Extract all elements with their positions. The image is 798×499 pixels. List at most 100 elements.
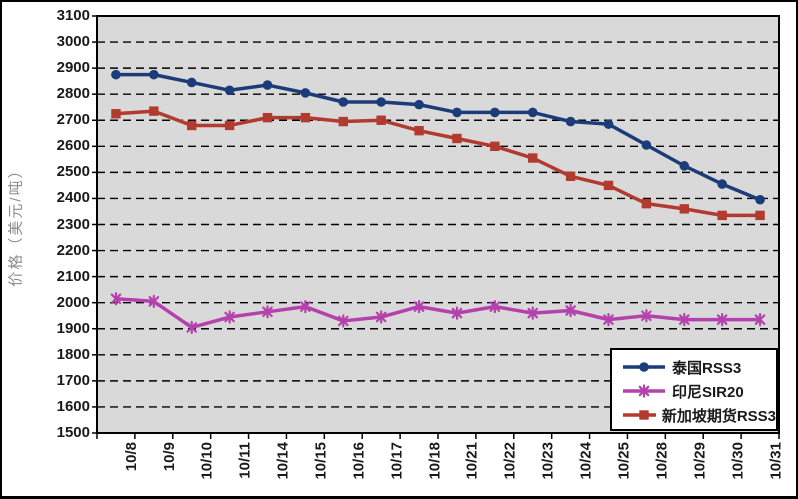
- singapore-futures-rss3-line: [115, 109, 761, 218]
- indonesia-sir20-marker: [110, 292, 122, 306]
- singapore-futures-rss3-marker: [376, 115, 386, 125]
- y-tick-label: 2500: [56, 163, 90, 181]
- x-tick-label: 10/25: [615, 442, 633, 480]
- singapore-futures-rss3-marker: [679, 204, 689, 214]
- thailand-rss3-marker: [149, 69, 159, 80]
- x-tick-label: 10/8: [122, 442, 140, 472]
- thailand-rss3-marker: [300, 88, 311, 98]
- indonesia-sir20-marker: [337, 314, 349, 328]
- legend-indonesia-sir20-sample: [623, 384, 665, 398]
- thailand-rss3-marker: [186, 77, 197, 88]
- thailand-rss3-marker: [111, 69, 121, 80]
- y-tick-label: 2800: [56, 85, 90, 103]
- thailand-rss3-marker: [224, 85, 235, 96]
- x-tick-label: 10/10: [198, 442, 216, 480]
- indonesia-sir20-marker: [565, 303, 576, 318]
- legend-label-singapore-futures-rss3: 新加坡期货RSS3: [661, 407, 776, 425]
- y-tick-label: 1700: [56, 371, 90, 389]
- indonesia-sir20-marker: [603, 313, 614, 327]
- y-tick-label: 1900: [56, 319, 90, 337]
- thailand-rss3-marker: [490, 107, 500, 118]
- singapore-futures-rss3-marker: [641, 198, 652, 209]
- x-tick-label: 10/16: [350, 442, 368, 480]
- legend-singapore-futures-rss3-sample: [623, 410, 656, 420]
- y-tick-label: 2000: [56, 293, 90, 311]
- indonesia-sir20-marker: [716, 313, 728, 327]
- indonesia-sir20-marker: [641, 309, 652, 323]
- y-tick-label: 1600: [56, 397, 90, 415]
- singapore-futures-rss3-marker: [338, 116, 348, 127]
- y-axis-title: 价格（美元/吨）: [7, 161, 25, 287]
- x-tick-label: 10/29: [691, 442, 709, 480]
- legend-item-singapore-futures-rss3: 新加坡期货RSS3: [622, 403, 776, 427]
- thailand-rss3-marker: [755, 194, 765, 205]
- legend-label-indonesia-sir20: 印尼SIR20: [672, 383, 744, 401]
- x-tick-label: 10/31: [767, 442, 785, 480]
- y-tick-label: 1500: [56, 424, 90, 441]
- indonesia-sir20-marker: [262, 305, 273, 319]
- thailand-rss3-line: [115, 72, 761, 202]
- indonesia-sir20-marker: [451, 306, 463, 320]
- x-tick-label: 10/30: [729, 442, 747, 480]
- x-tick-label: 10/15: [312, 442, 330, 480]
- thailand-rss3-marker: [452, 107, 462, 118]
- y-tick-label: 3100: [56, 7, 90, 24]
- singapore-futures-rss3-marker: [300, 112, 311, 123]
- indonesia-sir20-marker: [678, 313, 690, 327]
- thailand-rss3-marker: [717, 179, 727, 189]
- indonesia-sir20-marker: [148, 294, 160, 308]
- legend: 泰国RSS3 印尼SIR20 新加坡期货RSS3: [610, 348, 778, 431]
- y-tick-label: 2300: [56, 215, 90, 233]
- singapore-futures-rss3-marker: [452, 133, 462, 144]
- singapore-futures-rss3-marker: [414, 125, 424, 136]
- legend-thailand-rss3-sample: [623, 362, 665, 372]
- legend-item-thailand-rss3: 泰国RSS3: [622, 355, 776, 379]
- x-tick-label: 10/18: [426, 442, 444, 480]
- indonesia-sir20-marker: [489, 299, 501, 314]
- singapore-futures-rss3-marker: [111, 109, 121, 119]
- thailand-rss3-marker: [527, 107, 538, 118]
- singapore-futures-rss3-marker: [755, 210, 765, 221]
- singapore-futures-rss3-marker: [490, 141, 500, 152]
- singapore-futures-rss3-marker: [717, 210, 727, 221]
- x-tick-label: 10/21: [463, 442, 481, 480]
- indonesia-sir20-marker: [186, 320, 198, 335]
- singapore-futures-rss3-marker: [565, 171, 576, 181]
- thailand-rss3-marker: [679, 161, 690, 171]
- singapore-futures-rss3-marker: [603, 180, 614, 191]
- singapore-futures-rss3-marker: [224, 120, 235, 131]
- y-tick-label: 3000: [56, 33, 90, 51]
- indonesia-sir20-marker: [300, 299, 311, 314]
- singapore-futures-rss3-marker: [262, 112, 273, 123]
- x-tick-label: 10/14: [274, 442, 292, 480]
- y-tick-label: 1800: [56, 345, 90, 363]
- thailand-rss3-marker: [603, 119, 614, 129]
- y-tick-label: 2700: [56, 111, 90, 129]
- x-tick-label: 10/9: [160, 442, 178, 472]
- x-tick-label: 10/28: [653, 442, 671, 480]
- y-tick-label: 2900: [56, 59, 90, 77]
- y-tick-label: 2100: [56, 267, 90, 285]
- x-tick-label: 10/23: [539, 442, 557, 480]
- singapore-futures-rss3-marker: [528, 153, 538, 163]
- thailand-rss3-marker: [641, 140, 652, 150]
- singapore-futures-rss3-marker: [149, 106, 159, 116]
- thailand-rss3-marker: [338, 97, 349, 107]
- legend-item-indonesia-sir20: 印尼SIR20: [622, 379, 776, 403]
- indonesia-sir20-marker: [375, 310, 387, 324]
- indonesia-sir20-marker: [527, 306, 539, 320]
- x-tick-label: 10/24: [577, 442, 595, 480]
- thailand-rss3-marker: [262, 80, 273, 90]
- x-tick-label: 10/22: [501, 442, 519, 480]
- singapore-futures-rss3-marker: [187, 120, 197, 131]
- x-tick-label: 10/17: [388, 442, 406, 480]
- legend-label-thailand-rss3: 泰国RSS3: [672, 359, 742, 377]
- indonesia-sir20-marker: [413, 299, 425, 314]
- indonesia-sir20-line: [115, 297, 761, 330]
- indonesia-sir20-marker: [224, 310, 235, 324]
- plot-border: [96, 15, 780, 434]
- x-tick-label: 10/11: [236, 442, 254, 479]
- thailand-rss3-marker: [565, 116, 576, 127]
